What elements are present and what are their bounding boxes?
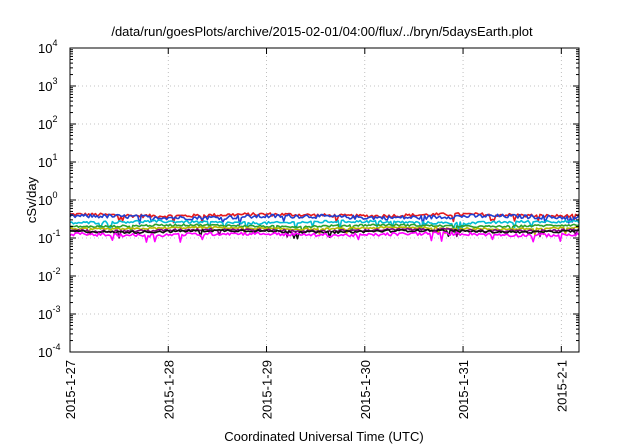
x-tick-label: 2015-1-31 [456,360,471,419]
series-line [69,219,580,231]
grid [69,48,579,352]
y-tick-label: 102 [38,114,57,132]
y-tick-label: 10-4 [38,342,60,360]
y-tick-label: 103 [38,76,57,94]
series-line [69,231,580,243]
series-line [69,227,580,239]
y-tick-label: 10-2 [38,266,60,284]
x-tick-label: 2015-1-30 [358,360,373,419]
x-tick-label: 2015-1-28 [161,360,176,419]
series-layer [69,212,580,243]
y-tick-label: 10-1 [38,228,60,246]
x-tick-label: 2015-2-1 [554,360,569,412]
x-ticks: 2015-1-27 2015-1-28 2015-1-29 2015-1-30 2015… [63,48,569,419]
x-axis-label: Coordinated Universal Time (UTC) [224,429,423,444]
y-tick-label: 100 [38,190,57,208]
series-line [69,213,580,226]
y-ticks: 10-4 10-3 10-2 10-1 100 101 102 103 104 [38,38,579,360]
x-tick-label: 2015-1-27 [63,360,78,419]
y-axis-label: cSv/day [24,176,39,223]
x-tick-label: 2015-1-29 [260,360,275,419]
y-tick-label: 104 [38,38,57,56]
y-tick-label: 10-3 [38,304,60,322]
series-line [69,212,580,224]
y-tick-label: 101 [38,152,57,170]
chart-title: /data/run/goesPlots/archive/2015-02-01/0… [111,24,533,39]
series-line [70,223,580,234]
